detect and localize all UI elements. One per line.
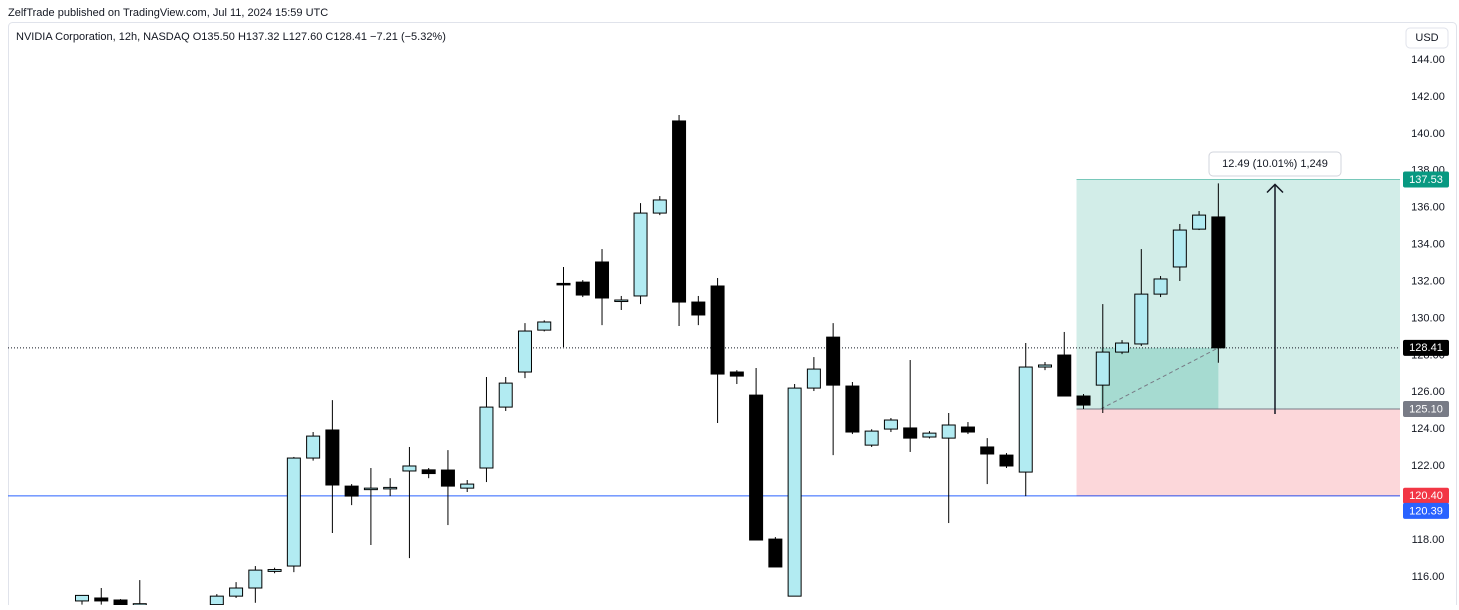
- candle-body: [575, 281, 590, 296]
- y-tick-label: 140.00: [1411, 128, 1445, 140]
- candle-body: [1172, 229, 1187, 268]
- candle-body: [94, 597, 109, 602]
- candle-body: [903, 427, 918, 439]
- price-tag: [1403, 487, 1449, 504]
- candle-body: [883, 419, 898, 430]
- chart-frame: [8, 22, 1457, 610]
- candle-body: [864, 430, 879, 446]
- candle-body: [1192, 214, 1207, 230]
- plot-area: [8, 115, 1400, 605]
- candle-body: [421, 469, 436, 475]
- price-axis: 116.00118.00120.00122.00124.00126.00128.…: [1403, 54, 1449, 583]
- candle-body: [306, 435, 321, 459]
- candle-body: [691, 301, 706, 316]
- price-tag-label: 137.53: [1409, 174, 1443, 186]
- y-tick-label: 122.00: [1411, 460, 1445, 472]
- candle-body: [498, 382, 513, 408]
- candle-body: [1153, 278, 1168, 295]
- candle-body: [826, 336, 841, 386]
- candle-body: [1018, 366, 1033, 473]
- candle-body: [537, 321, 552, 331]
- candle-body: [402, 465, 417, 472]
- candle-body: [729, 371, 744, 377]
- y-tick-label: 142.00: [1411, 91, 1445, 103]
- price-tag: [1403, 171, 1449, 188]
- price-tag-label: 125.10: [1409, 403, 1443, 415]
- candle-body: [672, 120, 687, 303]
- candle-body: [75, 594, 89, 602]
- candle-body: [209, 595, 224, 605]
- candle-body: [113, 599, 128, 605]
- candle-body: [383, 486, 398, 490]
- publisher: ZelfTrade published on TradingView.com, …: [8, 7, 328, 19]
- candle-body: [1134, 293, 1149, 345]
- candle-body: [556, 282, 571, 286]
- candle-body: [614, 299, 629, 303]
- candle-body: [633, 212, 648, 297]
- candle-body: [652, 199, 667, 214]
- measure-label: 12.49 (10.01%) 1,249: [1222, 158, 1328, 170]
- candle-body: [267, 569, 282, 572]
- y-tick-label: 116.00: [1412, 571, 1445, 583]
- candle-body: [460, 483, 475, 489]
- candle-body: [248, 569, 263, 589]
- y-tick-label: 136.00: [1411, 202, 1445, 214]
- currency[interactable]: USD: [1415, 32, 1438, 44]
- candle-body: [1076, 395, 1091, 406]
- measure-arrowhead: [1266, 183, 1284, 194]
- candle-body: [980, 446, 995, 455]
- candle-body: [941, 424, 956, 439]
- y-tick-label: 132.00: [1411, 275, 1445, 287]
- stop-zone: [1076, 408, 1400, 496]
- candle-body: [787, 387, 802, 597]
- price-tag-label: 128.41: [1409, 342, 1443, 354]
- measure-box: [1208, 151, 1342, 177]
- y-tick-label: 124.00: [1411, 423, 1445, 435]
- price-tag-label: 120.39: [1409, 505, 1443, 517]
- y-tick-label: 130.00: [1411, 312, 1445, 324]
- candle-body: [806, 368, 821, 389]
- chart-title: NVIDIA Corporation, 12h, NASDAQ O135.50 …: [16, 31, 446, 43]
- candle-body: [768, 538, 783, 568]
- y-tick-label: 144.00: [1411, 54, 1445, 66]
- candle-body: [132, 603, 147, 605]
- trade-path: [1100, 347, 1219, 410]
- price-tag: [1403, 400, 1449, 417]
- candle-body: [363, 487, 378, 491]
- candle-body: [710, 285, 725, 375]
- candle-body: [229, 587, 244, 597]
- candle-body: [922, 432, 937, 438]
- candle-body: [960, 426, 975, 433]
- candle-body: [325, 429, 340, 486]
- y-tick-label: 126.00: [1411, 386, 1445, 398]
- currency-button[interactable]: [1405, 27, 1449, 49]
- y-tick-label: 118.00: [1412, 534, 1445, 546]
- candle-body: [595, 261, 610, 299]
- price-tag: [1403, 502, 1449, 519]
- candle-body: [1057, 354, 1072, 397]
- candle-body: [1038, 364, 1052, 368]
- candle-body: [1211, 216, 1226, 349]
- candle-body: [440, 469, 455, 487]
- price-tag: [1403, 339, 1449, 356]
- candle-body: [479, 406, 494, 469]
- candle-body: [749, 394, 764, 541]
- target-zone: [1076, 179, 1400, 409]
- candle-body: [845, 385, 860, 433]
- price-tag-label: 120.40: [1409, 490, 1443, 502]
- y-tick-label: 134.00: [1411, 239, 1445, 251]
- candle-body: [1115, 342, 1130, 353]
- candle-body: [999, 454, 1014, 467]
- candle-body: [517, 330, 532, 373]
- candle-body: [1095, 351, 1110, 386]
- candle-body: [344, 485, 359, 497]
- candle-body: [286, 457, 301, 567]
